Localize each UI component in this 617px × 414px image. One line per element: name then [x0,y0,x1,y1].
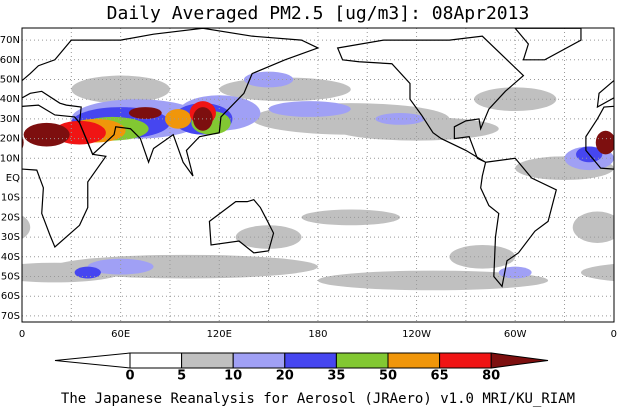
coastline-africa [22,104,107,248]
lat-label: 10N [0,153,20,164]
colorbar-label: 50 [379,369,397,384]
colorbar-label: 0 [125,369,134,384]
colorbar-box [181,352,234,369]
map [22,28,614,322]
lon-label: 60W [504,329,527,340]
lon-label: 120W [402,329,431,340]
colorbar-label: 35 [327,369,345,384]
lon-label: 0 [19,329,25,340]
colorbar-box [232,352,286,369]
field-grey [572,211,614,244]
colorbar-label: 5 [177,369,186,384]
lat-label: 60S [1,291,20,302]
lat-label: 50S [1,272,20,283]
field-darkred [595,130,614,155]
field-grey [71,75,170,104]
lat-label: 40S [1,252,20,263]
title: Daily Averaged PM2.5 [ug/m3]: 08Apr2013 [107,3,530,24]
colorbar-label: 20 [276,369,294,384]
field-lavender [268,101,351,117]
colorbar-box [129,352,183,369]
coastline-greenland [514,28,582,61]
lat-label: 20S [1,212,20,223]
colorbar-box [439,352,492,369]
colorbar-box [284,352,337,369]
lat-label: EQ [6,173,20,184]
colorbar-low [54,352,131,369]
footer: The Japanese Reanalysis for Aerosol (JRA… [61,391,575,407]
lon-label: 60E [111,329,130,340]
field-grey [580,264,614,282]
coastline-north-america [336,35,525,163]
field-darkred [128,107,162,119]
lon-label: 180 [308,329,327,340]
field-lavender [87,258,154,275]
colorbar-label: 10 [224,369,242,384]
coastline-south-america [480,157,558,288]
lat-label: 30S [1,232,20,243]
field-blue [74,266,101,279]
colorbar-box [335,352,389,369]
colorbar-high [490,352,549,369]
coastline-australia [208,198,275,254]
lat-label: 70S [1,311,20,322]
lat-label: 30N [0,114,20,125]
colorbar-box [387,352,441,369]
lat-label: 60N [0,55,20,66]
colorbar-label: 80 [482,369,500,384]
field-grey [317,270,549,291]
field-lavender [243,71,294,88]
lat-label: 50N [0,75,20,86]
map-frame [21,27,615,323]
coastline-eurasia [22,28,320,177]
field-grey [235,225,302,249]
lon-label: 120E [207,329,232,340]
field-darkred [23,122,70,147]
field-grey [474,87,557,112]
lat-label: 70N [0,35,20,46]
lat-label: 10S [1,193,20,204]
field-grey [22,215,31,239]
lat-label: 40N [0,94,20,105]
field-lavender [375,112,425,125]
lon-label: 0 [611,329,617,340]
lat-label: 20N [0,134,20,145]
colorbar-label: 65 [431,369,449,384]
